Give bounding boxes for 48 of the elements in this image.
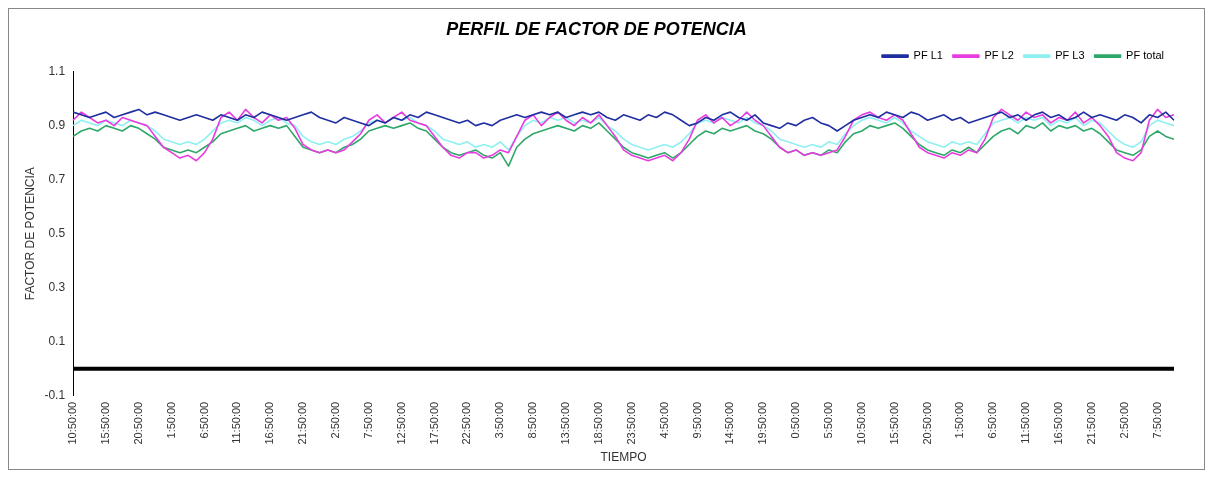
x-tick-label: 23:50:00 xyxy=(624,401,637,445)
x-tick-label: 4:50:00 xyxy=(657,401,670,439)
x-tick-label: 16:50:00 xyxy=(263,401,276,445)
y-tick-label: 0.9 xyxy=(48,117,66,132)
x-tick-label: 9:50:00 xyxy=(690,401,703,439)
x-tick-label: 12:50:00 xyxy=(394,401,407,445)
x-tick-label: 2:50:00 xyxy=(1117,401,1130,439)
x-tick-label: 22:50:00 xyxy=(460,401,473,445)
x-tick-label: 3:50:00 xyxy=(493,401,506,439)
y-tick-label: 1.1 xyxy=(48,63,66,78)
x-tick-label: 8:50:00 xyxy=(526,401,539,439)
x-tick-label: 2:50:00 xyxy=(329,401,342,439)
x-tick-label: 20:50:00 xyxy=(131,401,144,445)
legend-label: PF total xyxy=(1126,49,1164,62)
x-axis-title: TIEMPO xyxy=(600,450,647,465)
legend-label: PF L1 xyxy=(913,49,943,62)
x-tick-label: 11:50:00 xyxy=(1019,401,1032,444)
x-tick-label: 11:50:00 xyxy=(230,401,243,444)
y-tick-label: 0.3 xyxy=(48,280,66,295)
x-tick-label: 0:50:00 xyxy=(789,401,802,439)
x-tick-label: 15:50:00 xyxy=(98,401,111,445)
x-tick-label: 1:50:00 xyxy=(164,401,177,439)
x-tick-label: 15:50:00 xyxy=(887,401,900,445)
legend-label: PF L3 xyxy=(1055,49,1085,62)
x-tick-label: 19:50:00 xyxy=(756,401,769,445)
y-tick-label: 0.7 xyxy=(48,171,66,186)
x-tick-label: 6:50:00 xyxy=(986,401,999,439)
x-tick-label: 7:50:00 xyxy=(1150,401,1163,439)
x-tick-label: 17:50:00 xyxy=(427,401,440,445)
y-tick-label: 0.1 xyxy=(48,334,66,349)
legend-label: PF L2 xyxy=(984,49,1014,62)
x-tick-label: 7:50:00 xyxy=(361,401,374,439)
x-tick-label: 5:50:00 xyxy=(821,401,834,439)
x-tick-label: 20:50:00 xyxy=(920,401,933,445)
y-tick-label: -0.1 xyxy=(44,388,66,403)
x-tick-label: 10:50:00 xyxy=(854,401,867,445)
x-tick-label: 14:50:00 xyxy=(723,401,736,445)
y-tick-label: 0.5 xyxy=(48,226,66,240)
x-tick-label: 6:50:00 xyxy=(197,401,210,439)
y-axis-title: FACTOR DE POTENCIA xyxy=(22,167,37,301)
x-tick-label: 18:50:00 xyxy=(591,401,604,445)
x-tick-label: 10:50:00 xyxy=(66,401,79,445)
x-tick-label: 13:50:00 xyxy=(559,401,572,445)
x-tick-label: 21:50:00 xyxy=(296,401,309,445)
x-tick-label: 1:50:00 xyxy=(953,401,966,439)
x-tick-label: 16:50:00 xyxy=(1052,401,1065,445)
chart-title: PERFIL DE FACTOR DE POTENCIA xyxy=(446,18,747,39)
x-tick-label: 21:50:00 xyxy=(1084,401,1097,445)
